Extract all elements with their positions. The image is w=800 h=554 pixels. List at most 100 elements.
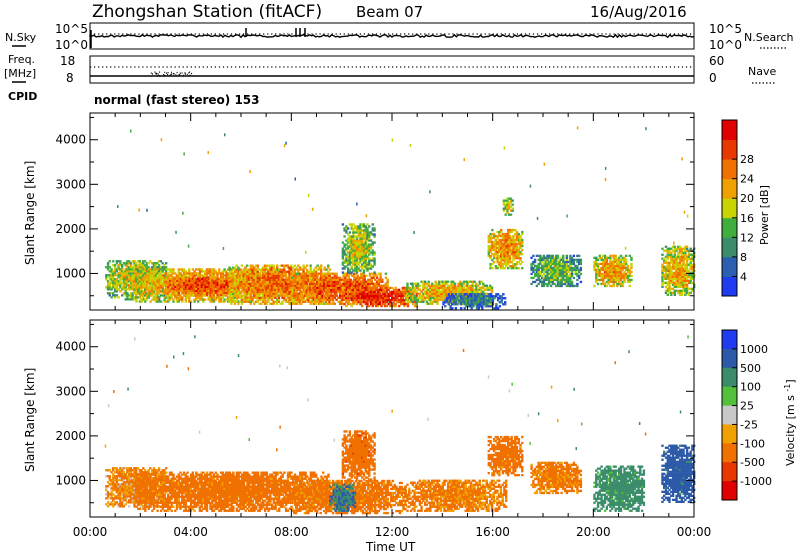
heatmap-cell: [347, 261, 350, 264]
heatmap-cell: [295, 300, 298, 303]
heatmap-cell: [251, 268, 254, 271]
heatmap-cell: [197, 296, 200, 299]
heatmap-cell: [389, 298, 392, 302]
heatmap-cell: [202, 300, 205, 303]
heatmap-cell: [498, 230, 501, 234]
heatmap-cell: [310, 298, 314, 301]
heatmap-cell: [258, 274, 261, 277]
heatmap-cell: [220, 287, 223, 291]
heatmap-cell: [345, 274, 349, 277]
heatmap-cell: [182, 292, 186, 295]
heatmap-cell: [288, 266, 291, 269]
heatmap-cell: [509, 209, 513, 212]
heatmap-cell: [167, 268, 170, 271]
heatmap-cell: [212, 298, 216, 301]
heatmap-cell: [335, 286, 338, 289]
heatmap-cell: [384, 276, 388, 279]
heatmap-cell: [247, 286, 251, 289]
heatmap-cell: [302, 296, 305, 299]
heatmap-cell: [445, 294, 448, 297]
heatmap-cell: [537, 254, 540, 258]
heatmap-cell: [223, 293, 226, 297]
heatmap-cell: [505, 255, 508, 258]
heatmap-cell: [452, 288, 455, 291]
heatmap-cell: [337, 280, 340, 283]
heatmap-cell: [242, 284, 245, 287]
heatmap-cell: [295, 298, 298, 301]
heatmap-cell: [460, 307, 463, 310]
heatmap-cell: [480, 286, 483, 289]
heatmap-cell: [348, 269, 352, 272]
heatmap-cell: [200, 287, 204, 291]
heatmap-cell: [504, 303, 507, 306]
heatmap-cell: [152, 278, 156, 281]
heatmap-cell: [542, 268, 546, 272]
heatmap-cell: [133, 280, 136, 283]
heatmap-cell: [209, 296, 212, 299]
heatmap-cell: [389, 292, 392, 296]
heatmap-cell: [183, 281, 186, 285]
heatmap-cell: [383, 294, 387, 298]
heatmap-cell: [126, 262, 129, 265]
heatmap-cell: [514, 263, 517, 266]
heatmap-cell: [359, 253, 362, 256]
heatmap-cell: [324, 292, 328, 295]
heatmap-cell: [361, 229, 364, 232]
heatmap-cell: [537, 272, 540, 276]
heatmap-cell: [228, 276, 232, 279]
heatmap-cell: [465, 305, 468, 308]
heatmap-cell: [369, 292, 373, 296]
heatmap-cell: [467, 295, 470, 298]
heatmap-cell: [204, 285, 207, 289]
heatmap-cell: [349, 272, 352, 275]
heatmap-cell: [184, 281, 188, 285]
heatmap-cell: [184, 285, 188, 289]
heatmap-cell: [317, 288, 321, 291]
heatmap-cell: [492, 248, 496, 252]
heatmap-cell: [242, 280, 245, 283]
heatmap-cell: [149, 278, 152, 281]
heatmap-cell: [251, 298, 254, 301]
heatmap-cell: [345, 286, 349, 289]
heatmap-cell: [479, 303, 482, 306]
heatmap-cell: [362, 290, 366, 294]
heatmap-cell: [403, 292, 406, 296]
heatmap-cell: [286, 276, 289, 279]
heatmap-cell: [354, 245, 357, 248]
heatmap-cell: [295, 268, 298, 271]
heatmap-cell: [152, 284, 156, 287]
heatmap-cell: [453, 282, 457, 285]
heatmap-cell: [296, 272, 299, 275]
heatmap-cell: [500, 295, 503, 298]
heatmap-cell: [177, 274, 180, 277]
heatmap-cell: [150, 282, 154, 285]
heatmap-cell: [491, 240, 494, 244]
heatmap-cell: [106, 284, 110, 287]
heatmap-cell: [347, 251, 350, 254]
heatmap-cell: [378, 302, 382, 306]
heatmap-cell: [353, 282, 356, 285]
heatmap-cell: [452, 303, 456, 306]
heatmap-cell: [128, 294, 131, 297]
heatmap-cell: [338, 294, 342, 297]
heatmap-cell: [349, 282, 352, 285]
heatmap-cell: [533, 274, 537, 278]
heatmap-cell: [212, 294, 216, 297]
heatmap-cell: [177, 278, 180, 281]
heatmap-cell: [337, 296, 340, 299]
heatmap-cell: [356, 274, 359, 277]
heatmap-cell: [317, 302, 321, 305]
heatmap-cell: [298, 286, 301, 289]
heatmap-cell: [542, 264, 546, 268]
heatmap-cell: [386, 280, 389, 283]
heatmap-cell: [317, 296, 321, 299]
heatmap-cell: [302, 270, 305, 273]
heatmap-cell: [133, 288, 136, 291]
heatmap-cell: [167, 294, 170, 297]
heatmap-cell: [214, 272, 217, 275]
heatmap-cell: [129, 286, 133, 289]
heatmap-cell: [341, 271, 345, 274]
heatmap-cell: [110, 276, 113, 279]
heatmap-cell: [161, 292, 165, 295]
heatmap-cell: [333, 272, 336, 275]
